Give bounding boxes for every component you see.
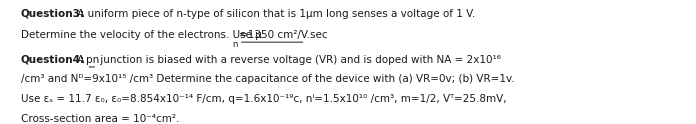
Text: Determine the velocity of the electrons. Use μ: Determine the velocity of the electrons.… — [21, 30, 262, 40]
Text: Question3:: Question3: — [21, 9, 85, 19]
Text: pn: pn — [86, 55, 100, 65]
Text: A uniform piece of n-type of silicon that is 1μm long senses a voltage of 1 V.: A uniform piece of n-type of silicon tha… — [74, 9, 475, 19]
Text: Cross-section area = 10⁻⁴cm².: Cross-section area = 10⁻⁴cm². — [21, 114, 180, 124]
Text: =1350 cm²/V.sec: =1350 cm²/V.sec — [239, 30, 327, 40]
Text: A: A — [74, 55, 88, 65]
Text: /cm³ and Nᴰ=9x10¹⁵ /cm³ Determine the capacitance of the device with (a) VR=0v; : /cm³ and Nᴰ=9x10¹⁵ /cm³ Determine the ca… — [21, 74, 514, 84]
Text: Question4:: Question4: — [21, 55, 85, 65]
Text: n: n — [232, 40, 237, 49]
Text: Use εₛ = 11.7 ε₀, ε₀=8.854x10⁻¹⁴ F/cm, q=1.6x10⁻¹⁹c, nᴵ=1.5x10¹⁰ /cm³, m=1/2, Vᵀ: Use εₛ = 11.7 ε₀, ε₀=8.854x10⁻¹⁴ F/cm, q… — [21, 94, 507, 104]
Text: junction is biased with a reverse voltage (VR) and is doped with NA = 2x10¹⁶: junction is biased with a reverse voltag… — [97, 55, 501, 65]
